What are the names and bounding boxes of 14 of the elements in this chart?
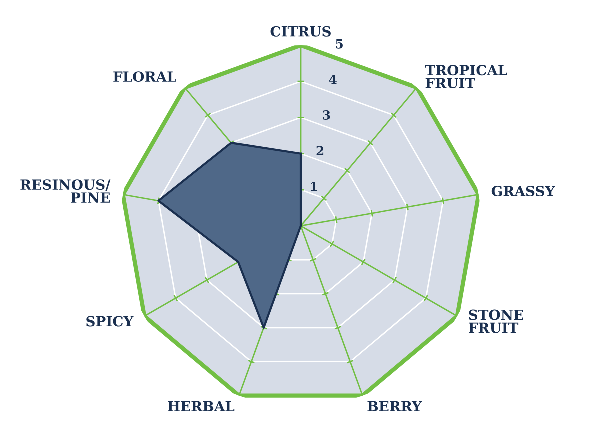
y-tick-label: 1 — [311, 182, 318, 192]
spoke-label: CITRUS — [270, 26, 331, 37]
y-tick-label: 5 — [336, 40, 343, 49]
spoke-label: TROPICAL FRUIT — [425, 65, 508, 89]
spoke-label: BERRY — [368, 401, 422, 412]
spoke-label: STONE FRUIT — [469, 310, 524, 334]
spoke-label: GRASSY — [492, 186, 556, 197]
y-tick-label: 3 — [323, 110, 330, 120]
y-tick-label: 4 — [329, 74, 337, 84]
spoke-label: RESINOUS/ PINE — [20, 180, 111, 203]
spoke-label: SPICY — [86, 316, 134, 327]
spoke-label: FLORAL — [114, 72, 176, 82]
spoke-label: HERBAL — [168, 401, 235, 412]
y-tick-label: 2 — [316, 146, 324, 156]
